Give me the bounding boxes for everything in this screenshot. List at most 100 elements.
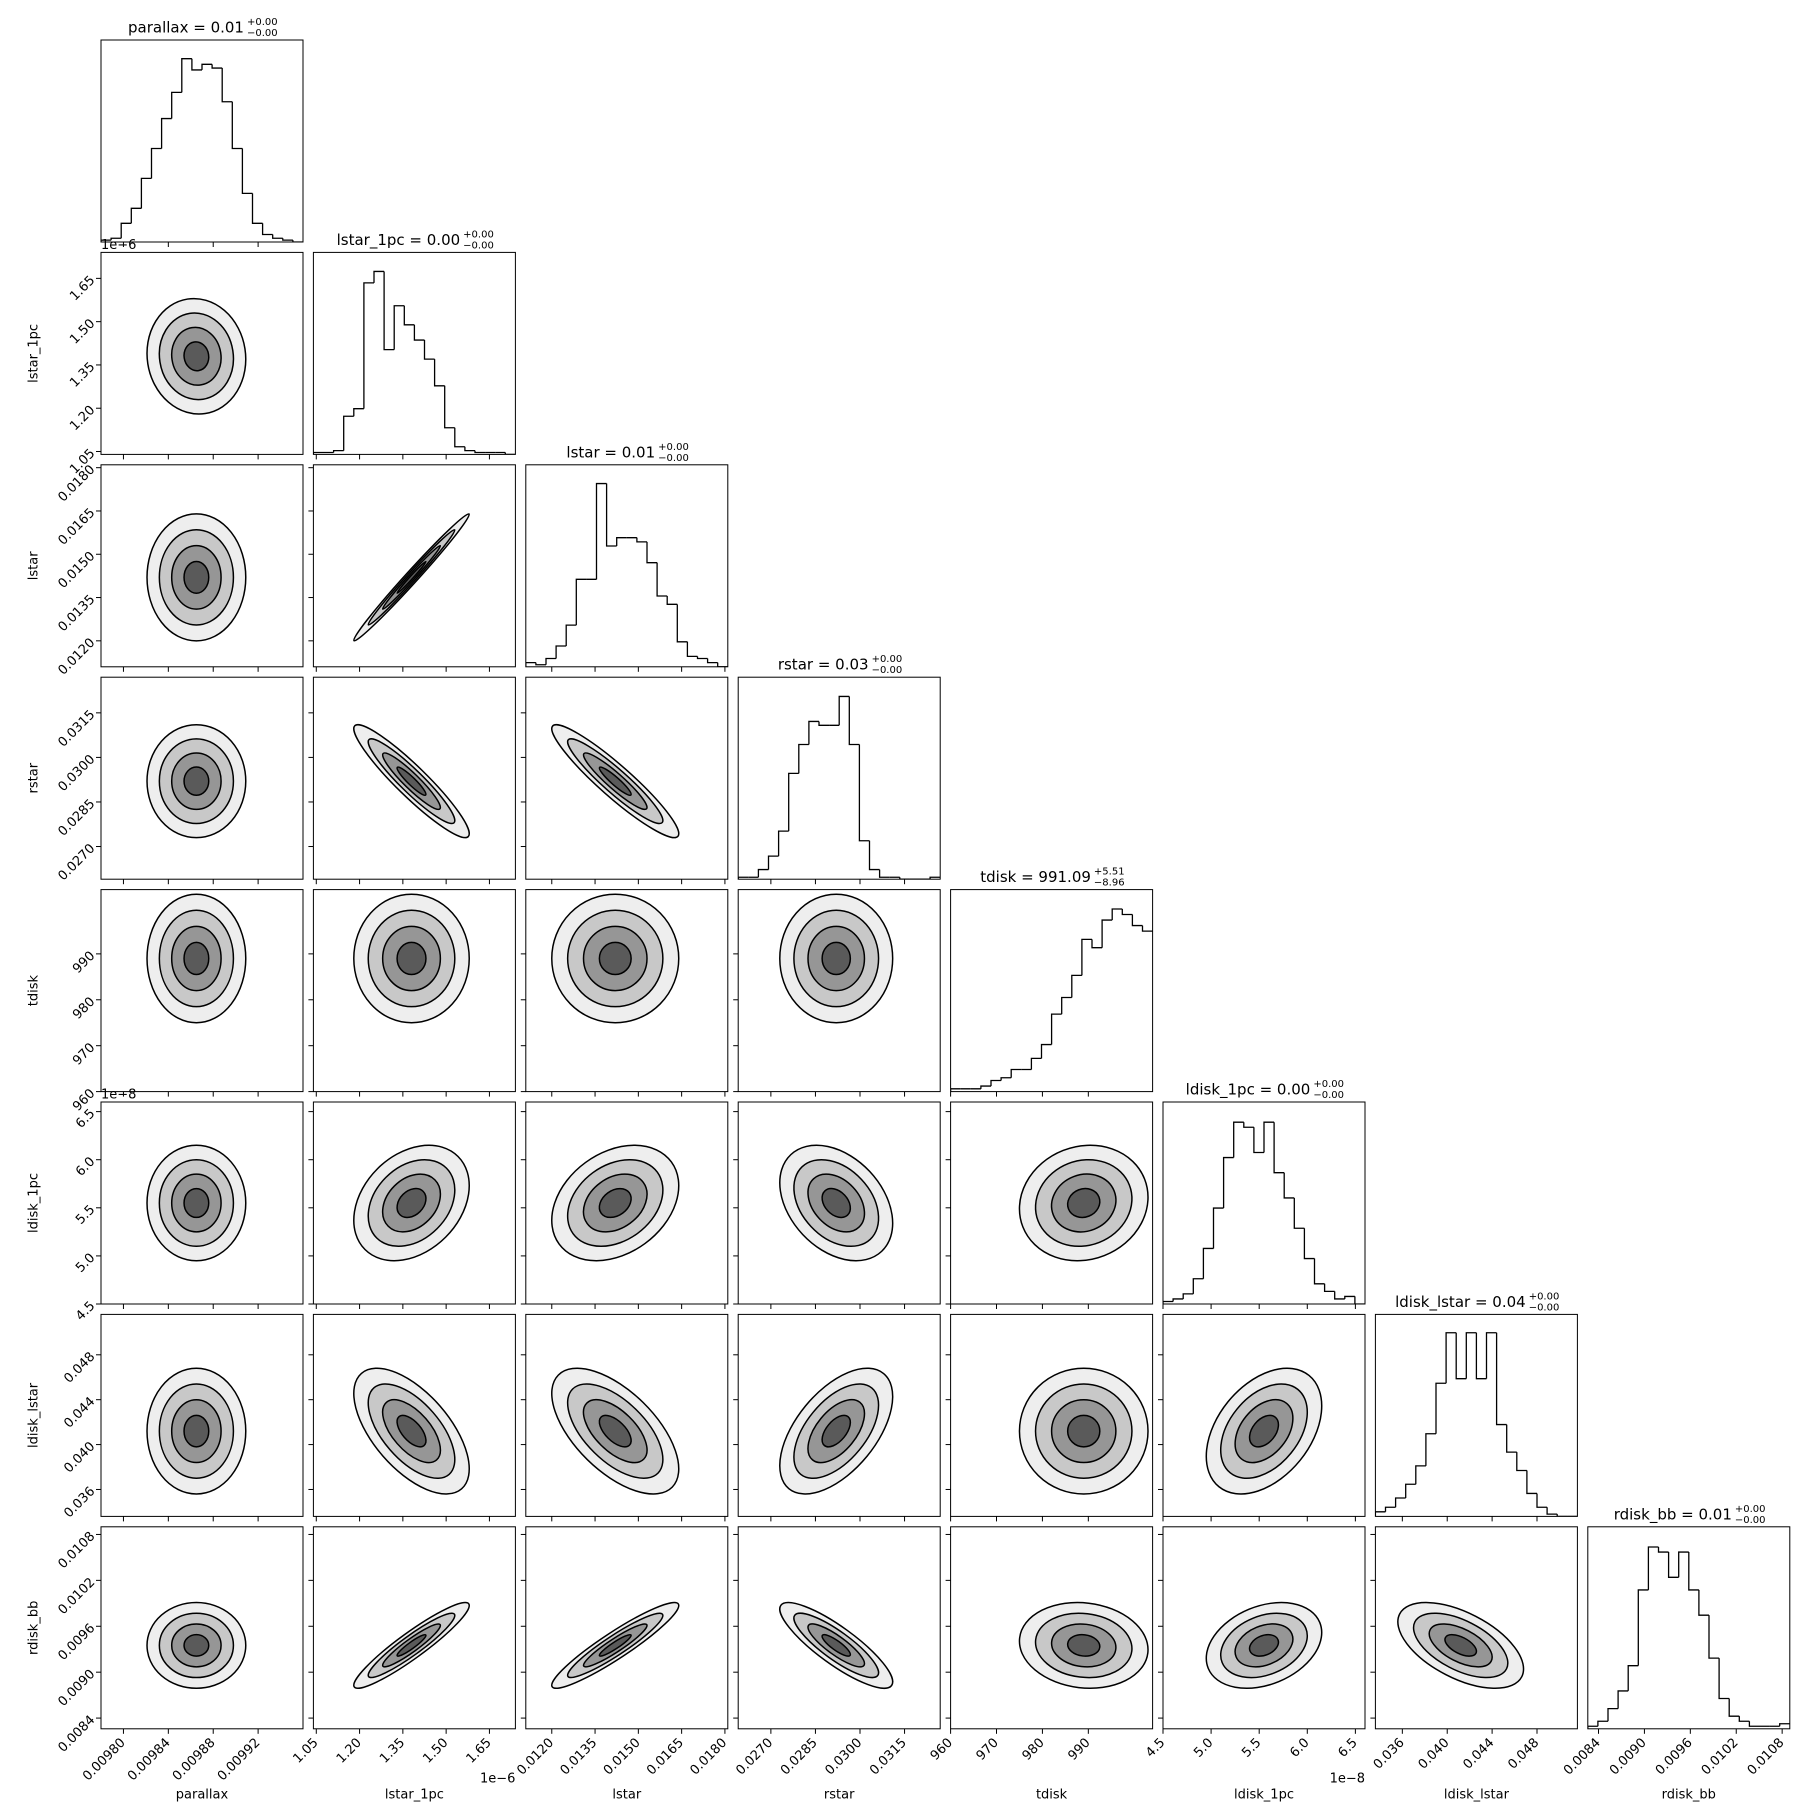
histogram-bin (1627, 1665, 1639, 1691)
histogram-bin (1748, 1721, 1760, 1727)
contour (183, 1633, 210, 1657)
panel-frame (312, 251, 516, 455)
histogram-bin (1091, 939, 1103, 949)
panel-frame (950, 889, 1154, 1093)
title-lower: −0.00 (463, 240, 494, 251)
y-tick-label: 5.5 (73, 1203, 98, 1228)
x-tick-label: 6.0 (1287, 1735, 1312, 1760)
x-tick-label: 0.00992 (215, 1735, 264, 1784)
histogram-bin (605, 483, 617, 547)
contour (821, 1414, 852, 1448)
histogram-bin (696, 656, 708, 660)
panel-frame (100, 251, 304, 455)
histogram-bin (595, 482, 607, 580)
panel (950, 908, 1153, 1092)
title-upper: +0.00 (1529, 1291, 1560, 1302)
x-tick-label: 980 (1020, 1735, 1048, 1763)
panel (353, 723, 470, 839)
panel-frame (525, 464, 729, 668)
histogram-bin (1455, 1332, 1467, 1380)
histogram-bin (1182, 1293, 1194, 1299)
y-tick-label: 970 (70, 1040, 98, 1068)
panel-frame (312, 464, 516, 668)
title-lower: −0.00 (1529, 1302, 1560, 1313)
histogram-bin (282, 238, 293, 241)
panel (525, 482, 728, 667)
y-tick-label: 980 (70, 994, 98, 1022)
panel (1163, 1121, 1365, 1304)
panel-frame (312, 1526, 516, 1730)
contour (1248, 1414, 1280, 1448)
contour (183, 941, 210, 976)
histogram-bin (798, 743, 809, 774)
panel-frame (312, 1313, 516, 1517)
panel-frame (100, 889, 304, 1093)
histogram-bin (1738, 1716, 1750, 1722)
panel-frame (737, 889, 941, 1093)
title-lower: −8.96 (1094, 878, 1125, 889)
panel (1375, 1332, 1578, 1517)
x-tick-label: 0.0096 (1653, 1735, 1696, 1778)
histogram-bin (1718, 1658, 1730, 1700)
title-upper: +0.00 (1313, 1079, 1344, 1090)
histogram-bin (1546, 1507, 1558, 1515)
y-tick-label: 0.0285 (56, 797, 99, 840)
x-tick-label: 0.048 (1505, 1735, 1542, 1772)
histogram-bin (433, 359, 445, 387)
x-tick-label: 0.0090 (1607, 1735, 1650, 1778)
contour (1444, 1633, 1478, 1657)
histogram-bin (1394, 1497, 1406, 1508)
panel-frame (1162, 1101, 1366, 1305)
y-axis-label: ldisk_lstar (27, 1382, 42, 1448)
histogram-bin (261, 223, 273, 236)
x-tick-label: 0.044 (1460, 1735, 1497, 1772)
histogram-bin (1212, 1207, 1224, 1249)
histogram-bin (1283, 1172, 1295, 1199)
contour (396, 1633, 427, 1657)
x-tick-label: 0.0270 (733, 1735, 776, 1778)
histogram-bin (575, 578, 587, 626)
panel-frame (1162, 1313, 1366, 1517)
histogram-bin (1172, 1298, 1184, 1302)
panel-frame (525, 1313, 729, 1517)
panel (738, 695, 941, 880)
panel-frame (312, 889, 516, 1093)
histogram-bin (535, 662, 546, 666)
panel-title: lstar = 0.01 (566, 443, 655, 461)
histogram-bin (1607, 1707, 1619, 1722)
histogram-bin (1688, 1552, 1699, 1591)
x-tick-label: 5.0 (1191, 1735, 1216, 1760)
histogram-bin (1435, 1382, 1447, 1434)
histogram-bin (454, 427, 465, 448)
panel (146, 1367, 247, 1495)
panel (1587, 1546, 1790, 1729)
histogram-bin (1597, 1720, 1608, 1727)
histogram-bin (373, 270, 385, 283)
contour (183, 766, 210, 797)
panel (101, 58, 303, 242)
panel-frame (312, 676, 516, 880)
panel-frame (950, 1526, 1154, 1730)
y-tick-label: 0.040 (61, 1439, 98, 1476)
y-tick-label: 0.0096 (56, 1621, 99, 1664)
contour (1066, 1633, 1101, 1657)
histogram-bin (1465, 1332, 1477, 1379)
panel-title: parallax = 0.01 (128, 19, 244, 37)
panel-frame (100, 1526, 304, 1730)
panel (353, 1601, 470, 1689)
x-axis-label: ldisk_1pc (1234, 1788, 1294, 1803)
histogram-bin (848, 696, 860, 746)
contour (183, 560, 210, 594)
histogram-bin (150, 147, 162, 179)
histogram-bin (767, 855, 779, 870)
histogram-bin (413, 324, 425, 341)
histogram-bin (1516, 1452, 1527, 1472)
x-axis-label: rstar (824, 1788, 855, 1803)
histogram-bin (1081, 938, 1092, 976)
panel (1018, 1367, 1149, 1495)
title-lower: −0.00 (658, 453, 689, 464)
histogram-bin (1384, 1506, 1396, 1512)
histogram-bin (191, 58, 202, 71)
x-tick-label: 1.65 (464, 1735, 495, 1766)
